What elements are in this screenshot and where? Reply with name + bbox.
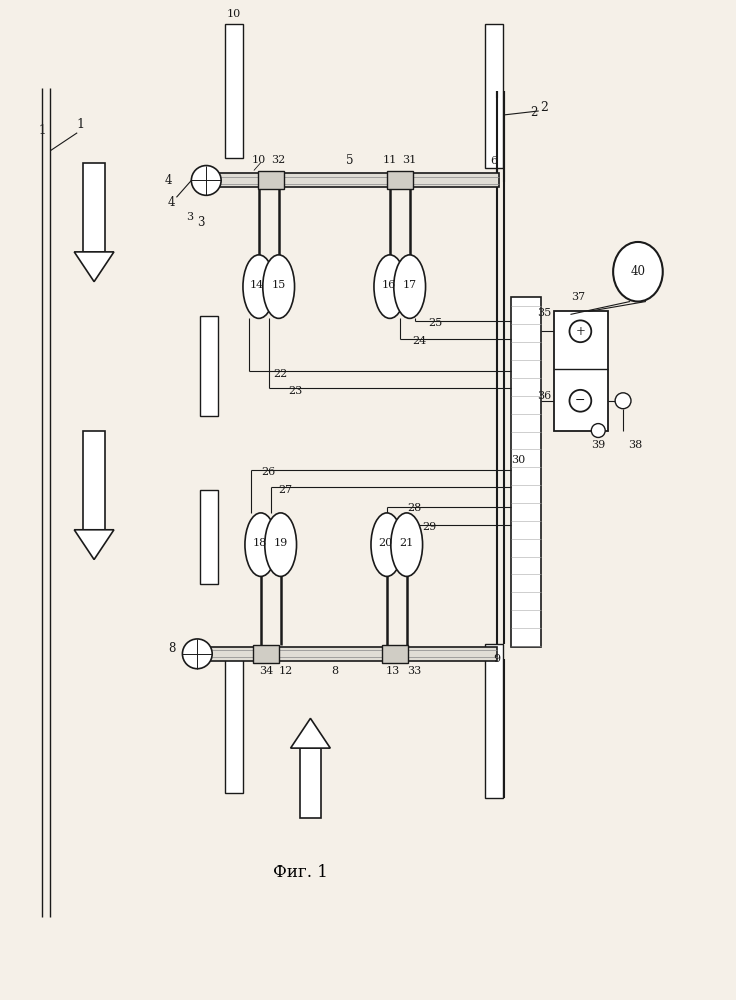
Bar — [200, 316, 218, 416]
Ellipse shape — [245, 513, 277, 576]
Text: 10: 10 — [227, 9, 241, 19]
Bar — [83, 163, 105, 252]
Ellipse shape — [391, 513, 422, 576]
Text: 1: 1 — [39, 124, 46, 137]
Text: 29: 29 — [422, 522, 436, 532]
Text: 32: 32 — [272, 155, 286, 165]
Text: 40: 40 — [631, 265, 645, 278]
Text: 2: 2 — [530, 106, 537, 119]
Text: 33: 33 — [408, 666, 422, 676]
Text: 25: 25 — [428, 318, 442, 328]
Text: 12: 12 — [278, 666, 293, 676]
Text: −: − — [575, 394, 586, 407]
Bar — [225, 24, 243, 158]
Ellipse shape — [265, 513, 297, 576]
Text: 38: 38 — [628, 440, 642, 450]
Text: 3: 3 — [197, 216, 205, 229]
Text: 35: 35 — [537, 308, 552, 318]
Circle shape — [615, 393, 631, 409]
Text: +: + — [576, 325, 585, 338]
Text: 13: 13 — [386, 666, 400, 676]
Circle shape — [570, 390, 591, 412]
Bar — [83, 431, 105, 530]
Bar — [387, 171, 413, 189]
Ellipse shape — [374, 255, 406, 318]
Bar — [553, 311, 608, 431]
Text: 20: 20 — [379, 538, 393, 548]
Bar — [485, 24, 503, 168]
Ellipse shape — [613, 242, 662, 302]
Text: 1: 1 — [77, 118, 84, 131]
Circle shape — [570, 320, 591, 342]
Text: 24: 24 — [412, 336, 427, 346]
Text: 28: 28 — [408, 503, 422, 513]
Text: 31: 31 — [403, 155, 417, 165]
Ellipse shape — [371, 513, 403, 576]
Text: 39: 39 — [591, 440, 606, 450]
Text: 8: 8 — [332, 666, 339, 676]
Text: 14: 14 — [250, 280, 264, 290]
Ellipse shape — [394, 255, 425, 318]
Text: Фиг. 1: Фиг. 1 — [273, 864, 328, 881]
Bar — [511, 297, 541, 647]
Polygon shape — [74, 530, 114, 560]
Text: 30: 30 — [511, 455, 525, 465]
Text: 34: 34 — [258, 666, 273, 676]
Ellipse shape — [263, 255, 294, 318]
Text: 16: 16 — [382, 280, 396, 290]
Circle shape — [191, 166, 221, 195]
Circle shape — [183, 639, 212, 669]
Bar — [200, 490, 218, 584]
Bar — [225, 659, 243, 793]
Text: 36: 36 — [537, 391, 552, 401]
Text: 10: 10 — [252, 155, 266, 165]
Bar — [258, 171, 283, 189]
Text: 6: 6 — [490, 156, 498, 166]
Text: 27: 27 — [278, 485, 293, 495]
Text: 26: 26 — [261, 467, 276, 477]
Text: 23: 23 — [289, 386, 302, 396]
Text: 19: 19 — [274, 538, 288, 548]
Ellipse shape — [243, 255, 275, 318]
Circle shape — [591, 424, 605, 437]
Bar — [485, 644, 503, 798]
Text: 4: 4 — [165, 174, 172, 187]
Text: 2: 2 — [539, 101, 548, 114]
Text: 5: 5 — [347, 154, 354, 167]
Bar — [300, 748, 322, 818]
Text: 9: 9 — [493, 654, 500, 664]
Polygon shape — [74, 252, 114, 282]
Text: 22: 22 — [274, 369, 288, 379]
Text: 21: 21 — [400, 538, 414, 548]
Text: 3: 3 — [185, 212, 193, 222]
Text: 18: 18 — [252, 538, 267, 548]
Text: 37: 37 — [571, 292, 585, 302]
Text: 8: 8 — [168, 642, 175, 655]
Text: 11: 11 — [383, 155, 397, 165]
Bar — [382, 645, 408, 663]
Polygon shape — [291, 718, 330, 748]
Bar — [253, 645, 279, 663]
Text: 17: 17 — [403, 280, 417, 290]
Bar — [201, 647, 497, 661]
Text: 15: 15 — [272, 280, 286, 290]
Bar — [216, 173, 499, 187]
Text: 4: 4 — [168, 196, 175, 209]
